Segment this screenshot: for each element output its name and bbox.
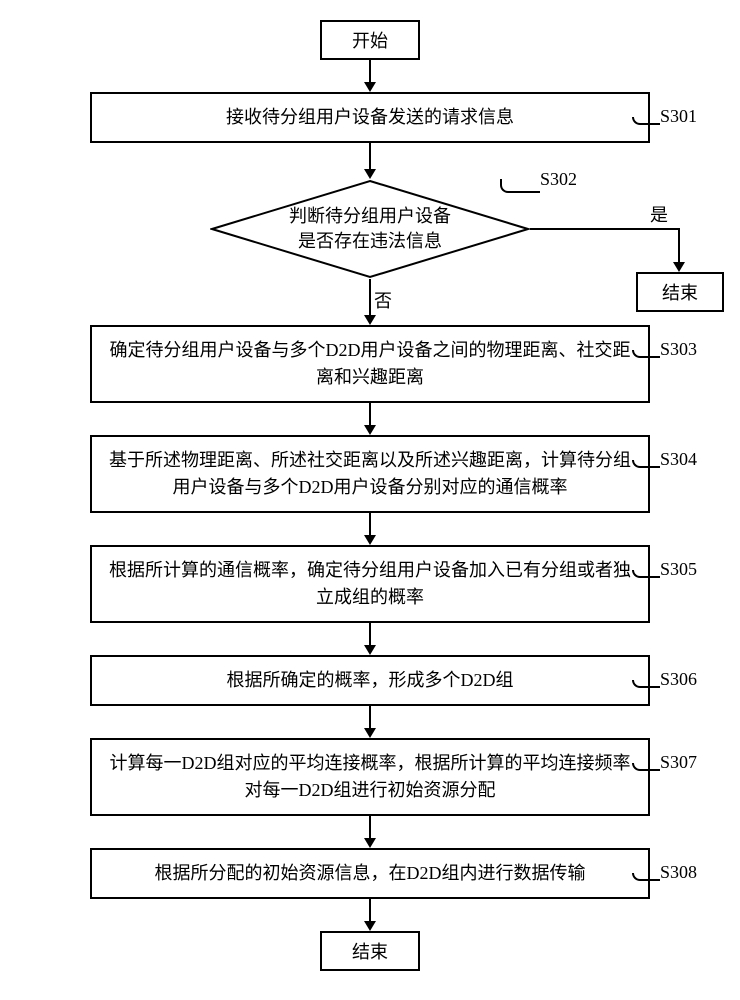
step-s305-text: 根据所计算的通信概率，确定待分组用户设备加入已有分组或者独立成组的概率 — [108, 557, 632, 611]
step-s301: 接收待分组用户设备发送的请求信息 — [90, 92, 650, 143]
step-s308-text: 根据所分配的初始资源信息，在D2D组内进行数据传输 — [155, 860, 586, 887]
flowchart-container: 开始 接收待分组用户设备发送的请求信息 S301 判断待分组用户设备 是否存在违… — [40, 20, 700, 971]
arrow-6 — [364, 623, 376, 655]
arrow-9 — [364, 899, 376, 931]
label-s304: S304 — [660, 449, 697, 470]
step-s304: 基于所述物理距离、所述社交距离以及所述兴趣距离，计算待分组用户设备与多个D2D用… — [90, 435, 650, 513]
yes-branch-line — [530, 228, 680, 230]
step-s306-text: 根据所确定的概率，形成多个D2D组 — [227, 667, 514, 694]
decision-line1: 判断待分组用户设备 — [289, 204, 451, 229]
step-s305: 根据所计算的通信概率，确定待分组用户设备加入已有分组或者独立成组的概率 — [90, 545, 650, 623]
arrow-8 — [364, 816, 376, 848]
label-s301: S301 — [660, 106, 697, 127]
end-yes-text: 结束 — [662, 279, 698, 305]
step-s307-text: 计算每一D2D组对应的平均连接概率，根据所计算的平均连接频率对每一D2D组进行初… — [108, 750, 632, 804]
step-s306: 根据所确定的概率，形成多个D2D组 — [90, 655, 650, 706]
step-s301-text: 接收待分组用户设备发送的请求信息 — [226, 104, 514, 131]
yes-label: 是 — [650, 201, 668, 227]
label-s305: S305 — [660, 559, 697, 580]
arrow-3: 否 — [364, 279, 376, 325]
label-s303: S303 — [660, 339, 697, 360]
arrow-2 — [364, 143, 376, 179]
label-s308: S308 — [660, 862, 697, 883]
yes-branch-vline — [678, 228, 680, 262]
label-s306: S306 — [660, 669, 697, 690]
label-s307: S307 — [660, 752, 697, 773]
arrow-7 — [364, 706, 376, 738]
end-terminal-yes: 结束 — [636, 272, 724, 312]
step-s308: 根据所分配的初始资源信息，在D2D组内进行数据传输 — [90, 848, 650, 899]
end-text: 结束 — [352, 938, 388, 964]
arrow-5 — [364, 513, 376, 545]
arrow-4 — [364, 403, 376, 435]
start-text: 开始 — [352, 27, 388, 53]
decision-line2: 是否存在违法信息 — [298, 229, 442, 254]
step-s307: 计算每一D2D组对应的平均连接概率，根据所计算的平均连接频率对每一D2D组进行初… — [90, 738, 650, 816]
label-s302: S302 — [540, 169, 577, 190]
yes-arrow-head — [673, 262, 685, 272]
arrow-1 — [364, 60, 376, 92]
end-terminal: 结束 — [320, 931, 420, 971]
step-s304-text: 基于所述物理距离、所述社交距离以及所述兴趣距离，计算待分组用户设备与多个D2D用… — [108, 447, 632, 501]
decision-box: 判断待分组用户设备 是否存在违法信息 — [210, 179, 530, 279]
step-s303: 确定待分组用户设备与多个D2D用户设备之间的物理距离、社交距离和兴趣距离 — [90, 325, 650, 403]
no-label: 否 — [374, 287, 392, 313]
step-s303-text: 确定待分组用户设备与多个D2D用户设备之间的物理距离、社交距离和兴趣距离 — [108, 337, 632, 391]
start-terminal: 开始 — [320, 20, 420, 60]
